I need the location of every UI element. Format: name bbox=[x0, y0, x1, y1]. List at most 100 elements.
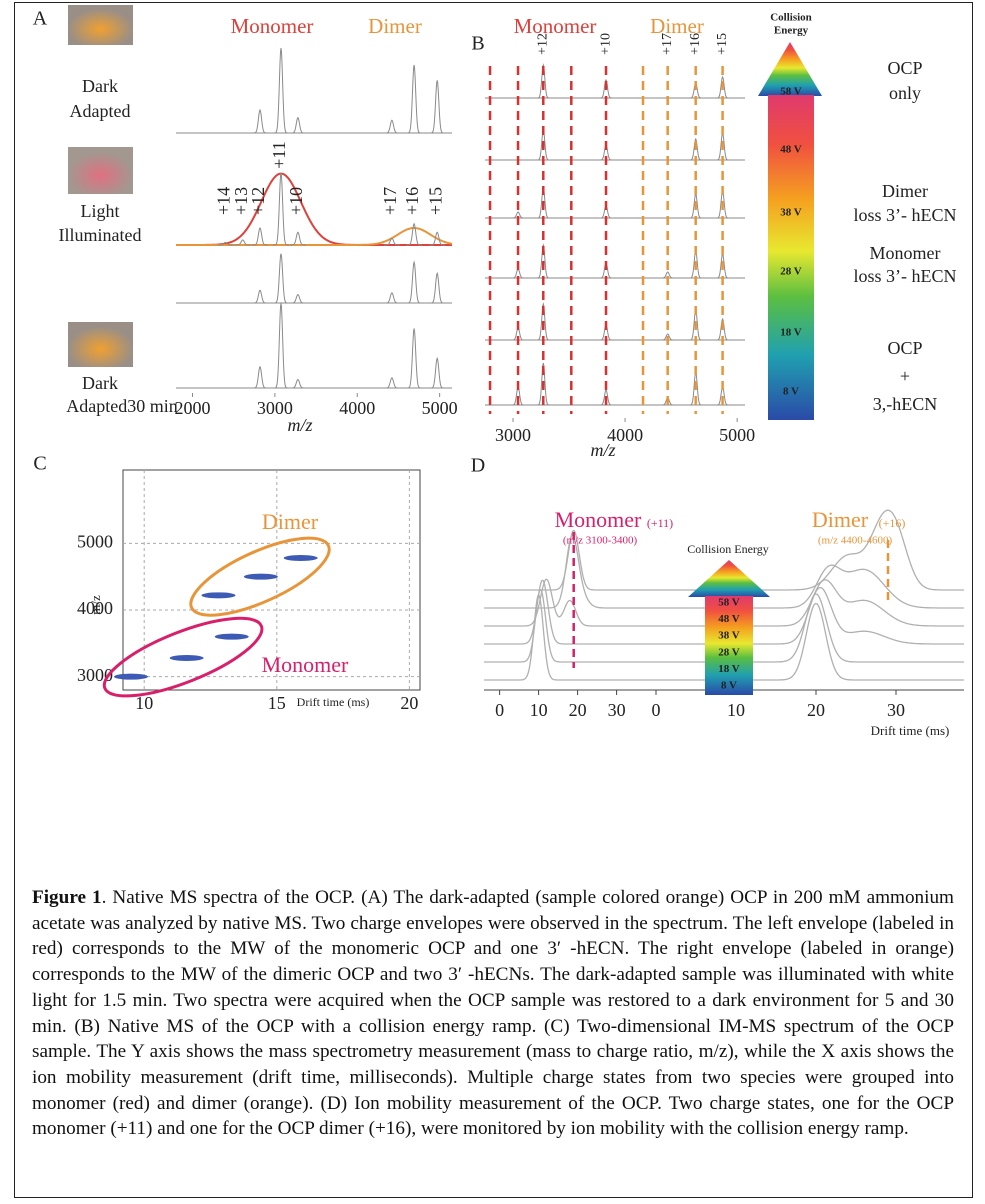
peak bbox=[383, 377, 400, 389]
peak bbox=[510, 211, 527, 219]
caption-text: . Native MS spectra of the OCP. (A) The … bbox=[32, 887, 954, 1140]
peak bbox=[234, 239, 251, 246]
x-tick-label: 10 bbox=[530, 700, 548, 720]
energy-label: 18 V bbox=[718, 663, 740, 675]
group-range: (m/z 4400-4600) bbox=[818, 535, 893, 547]
peak bbox=[687, 137, 704, 161]
peak bbox=[273, 253, 289, 304]
annotation: 3,-hECN bbox=[873, 394, 938, 414]
mobility-trace bbox=[640, 593, 964, 663]
group-label: Dimer bbox=[812, 507, 869, 532]
mobility-trace bbox=[484, 589, 640, 663]
x-tick-label: 20 bbox=[807, 700, 825, 720]
x-tick-label: 2000 bbox=[174, 398, 210, 418]
annotation: + bbox=[900, 366, 910, 386]
annotation: OCP bbox=[887, 338, 922, 358]
peak bbox=[429, 271, 446, 304]
mobility-trace bbox=[640, 602, 964, 681]
energy-title: Collision bbox=[770, 12, 812, 24]
x-tick-label: 20 bbox=[400, 693, 418, 713]
peak bbox=[252, 289, 268, 304]
peak bbox=[406, 328, 423, 389]
peak bbox=[383, 292, 400, 304]
charge-label: +16 bbox=[688, 33, 703, 55]
energy-title: Energy bbox=[774, 25, 809, 37]
charge-label: +11 bbox=[269, 141, 289, 168]
sample-label: Light bbox=[81, 201, 120, 221]
energy-label: 38 V bbox=[780, 207, 802, 219]
x-axis-label: Drift time (ms) bbox=[297, 695, 370, 709]
peak bbox=[252, 108, 268, 134]
sample-label: Dark bbox=[82, 373, 118, 393]
group-label: Monomer bbox=[514, 14, 597, 38]
charge-label: +12 bbox=[535, 33, 550, 55]
mobility-trace bbox=[484, 594, 640, 681]
x-tick-label: 10 bbox=[727, 700, 745, 720]
sample-label: Adapted30 min bbox=[66, 396, 177, 416]
group-label: Monomer bbox=[555, 507, 642, 532]
sample-label: Illuminated bbox=[59, 225, 142, 245]
point bbox=[283, 555, 318, 561]
energy-label: 28 V bbox=[718, 646, 740, 658]
peak bbox=[273, 302, 289, 389]
energy-title: Collision Energy bbox=[687, 542, 768, 556]
peak bbox=[429, 356, 446, 389]
charge-label: +17 bbox=[380, 187, 400, 215]
x-tick-label: 5000 bbox=[719, 425, 755, 445]
sample-label: Dark bbox=[82, 76, 118, 96]
energy-arrow-head bbox=[758, 42, 822, 96]
peak bbox=[289, 116, 306, 134]
x-tick-label: 30 bbox=[887, 700, 905, 720]
group-ellipse bbox=[102, 616, 264, 698]
group-charge: (+11) bbox=[647, 516, 673, 530]
charge-label: +17 bbox=[660, 33, 675, 55]
charge-label: +13 bbox=[231, 187, 251, 215]
sample-photo bbox=[68, 5, 133, 45]
energy-label: 48 V bbox=[718, 613, 740, 625]
peak bbox=[383, 237, 400, 246]
y-tick-label: 5000 bbox=[77, 531, 113, 551]
peak bbox=[289, 293, 306, 304]
sample-photo bbox=[68, 322, 133, 367]
mobility-trace bbox=[640, 579, 964, 627]
caption-label: Figure 1 bbox=[32, 887, 102, 908]
peak bbox=[429, 80, 446, 134]
x-tick-label: 5000 bbox=[422, 398, 458, 418]
plot-frame bbox=[122, 469, 421, 691]
energy-label: 48 V bbox=[780, 144, 802, 156]
energy-label: 38 V bbox=[718, 630, 740, 642]
peak bbox=[535, 302, 552, 341]
energy-label: 28 V bbox=[780, 266, 802, 278]
energy-label: 58 V bbox=[718, 597, 740, 609]
mobility-trace bbox=[484, 578, 640, 627]
annotation: only bbox=[889, 83, 921, 103]
peak bbox=[383, 119, 400, 134]
x-axis-label: m/z bbox=[287, 415, 312, 435]
annotation: Dimer bbox=[882, 181, 928, 201]
mobility-trace bbox=[484, 529, 640, 591]
peak bbox=[406, 64, 423, 134]
charge-label: +12 bbox=[248, 187, 268, 215]
x-tick-label: 20 bbox=[569, 700, 587, 720]
peak bbox=[289, 231, 306, 246]
panel-label: B bbox=[471, 33, 484, 55]
charge-label: +10 bbox=[598, 33, 613, 55]
point bbox=[243, 573, 278, 580]
charge-label: +10 bbox=[286, 187, 306, 215]
peak bbox=[273, 47, 289, 134]
peak bbox=[273, 172, 289, 246]
charge-label: +16 bbox=[402, 187, 422, 215]
group-range: (m/z 3100-3400) bbox=[563, 535, 638, 547]
y-tick-label: 4000 bbox=[77, 598, 113, 618]
peak bbox=[217, 241, 234, 246]
point bbox=[113, 673, 148, 680]
sample-photo bbox=[68, 147, 133, 194]
mobility-trace bbox=[484, 534, 640, 609]
peak bbox=[535, 243, 552, 279]
annotation: Monomer bbox=[870, 243, 941, 263]
peak bbox=[535, 63, 552, 99]
group-label: Monomer bbox=[231, 14, 314, 38]
annotation: OCP bbox=[887, 58, 922, 78]
group-label: Dimer bbox=[650, 14, 704, 38]
